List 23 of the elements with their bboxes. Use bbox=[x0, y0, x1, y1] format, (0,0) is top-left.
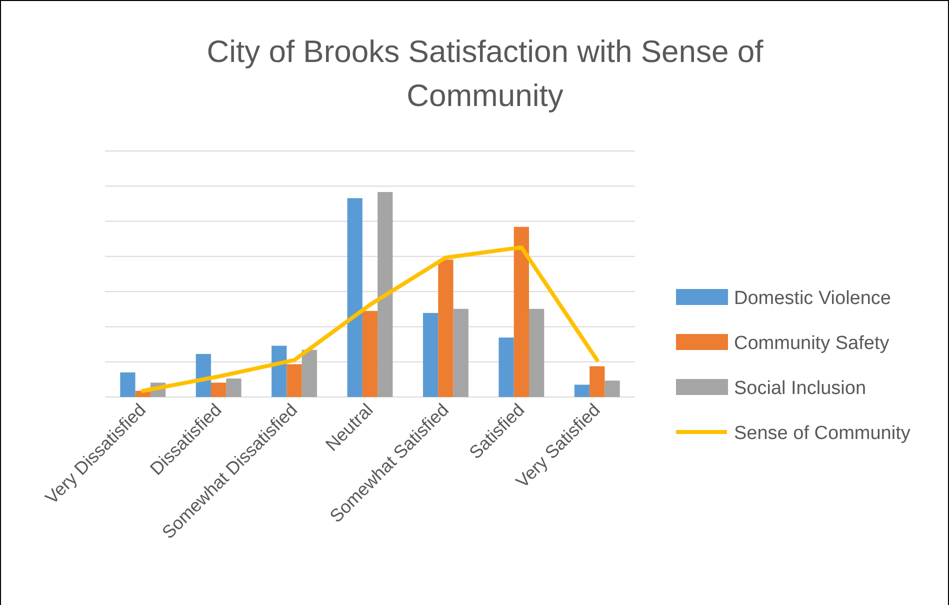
bar bbox=[347, 198, 362, 397]
bar bbox=[362, 310, 378, 397]
bar bbox=[529, 308, 544, 397]
bar bbox=[438, 260, 454, 397]
bar bbox=[453, 308, 468, 397]
chart-title: City of Brooks Satisfaction with Sense of Community bbox=[206, 34, 764, 113]
bar bbox=[120, 372, 136, 397]
bar bbox=[590, 366, 605, 397]
bar bbox=[514, 226, 529, 397]
bar bbox=[302, 350, 317, 397]
legend-label: Social Inclusion bbox=[734, 378, 866, 399]
bar bbox=[226, 378, 242, 397]
bar bbox=[604, 380, 620, 397]
legend-label: Community Safety bbox=[734, 333, 890, 354]
bar bbox=[498, 338, 514, 397]
legend-label: Domestic Violence bbox=[734, 288, 892, 309]
legend-label: Sense of Community bbox=[734, 423, 911, 444]
bar bbox=[211, 382, 226, 397]
bar bbox=[423, 312, 438, 397]
bar bbox=[272, 346, 287, 397]
bar bbox=[378, 192, 393, 397]
bar bbox=[286, 364, 302, 397]
bar bbox=[574, 384, 590, 397]
